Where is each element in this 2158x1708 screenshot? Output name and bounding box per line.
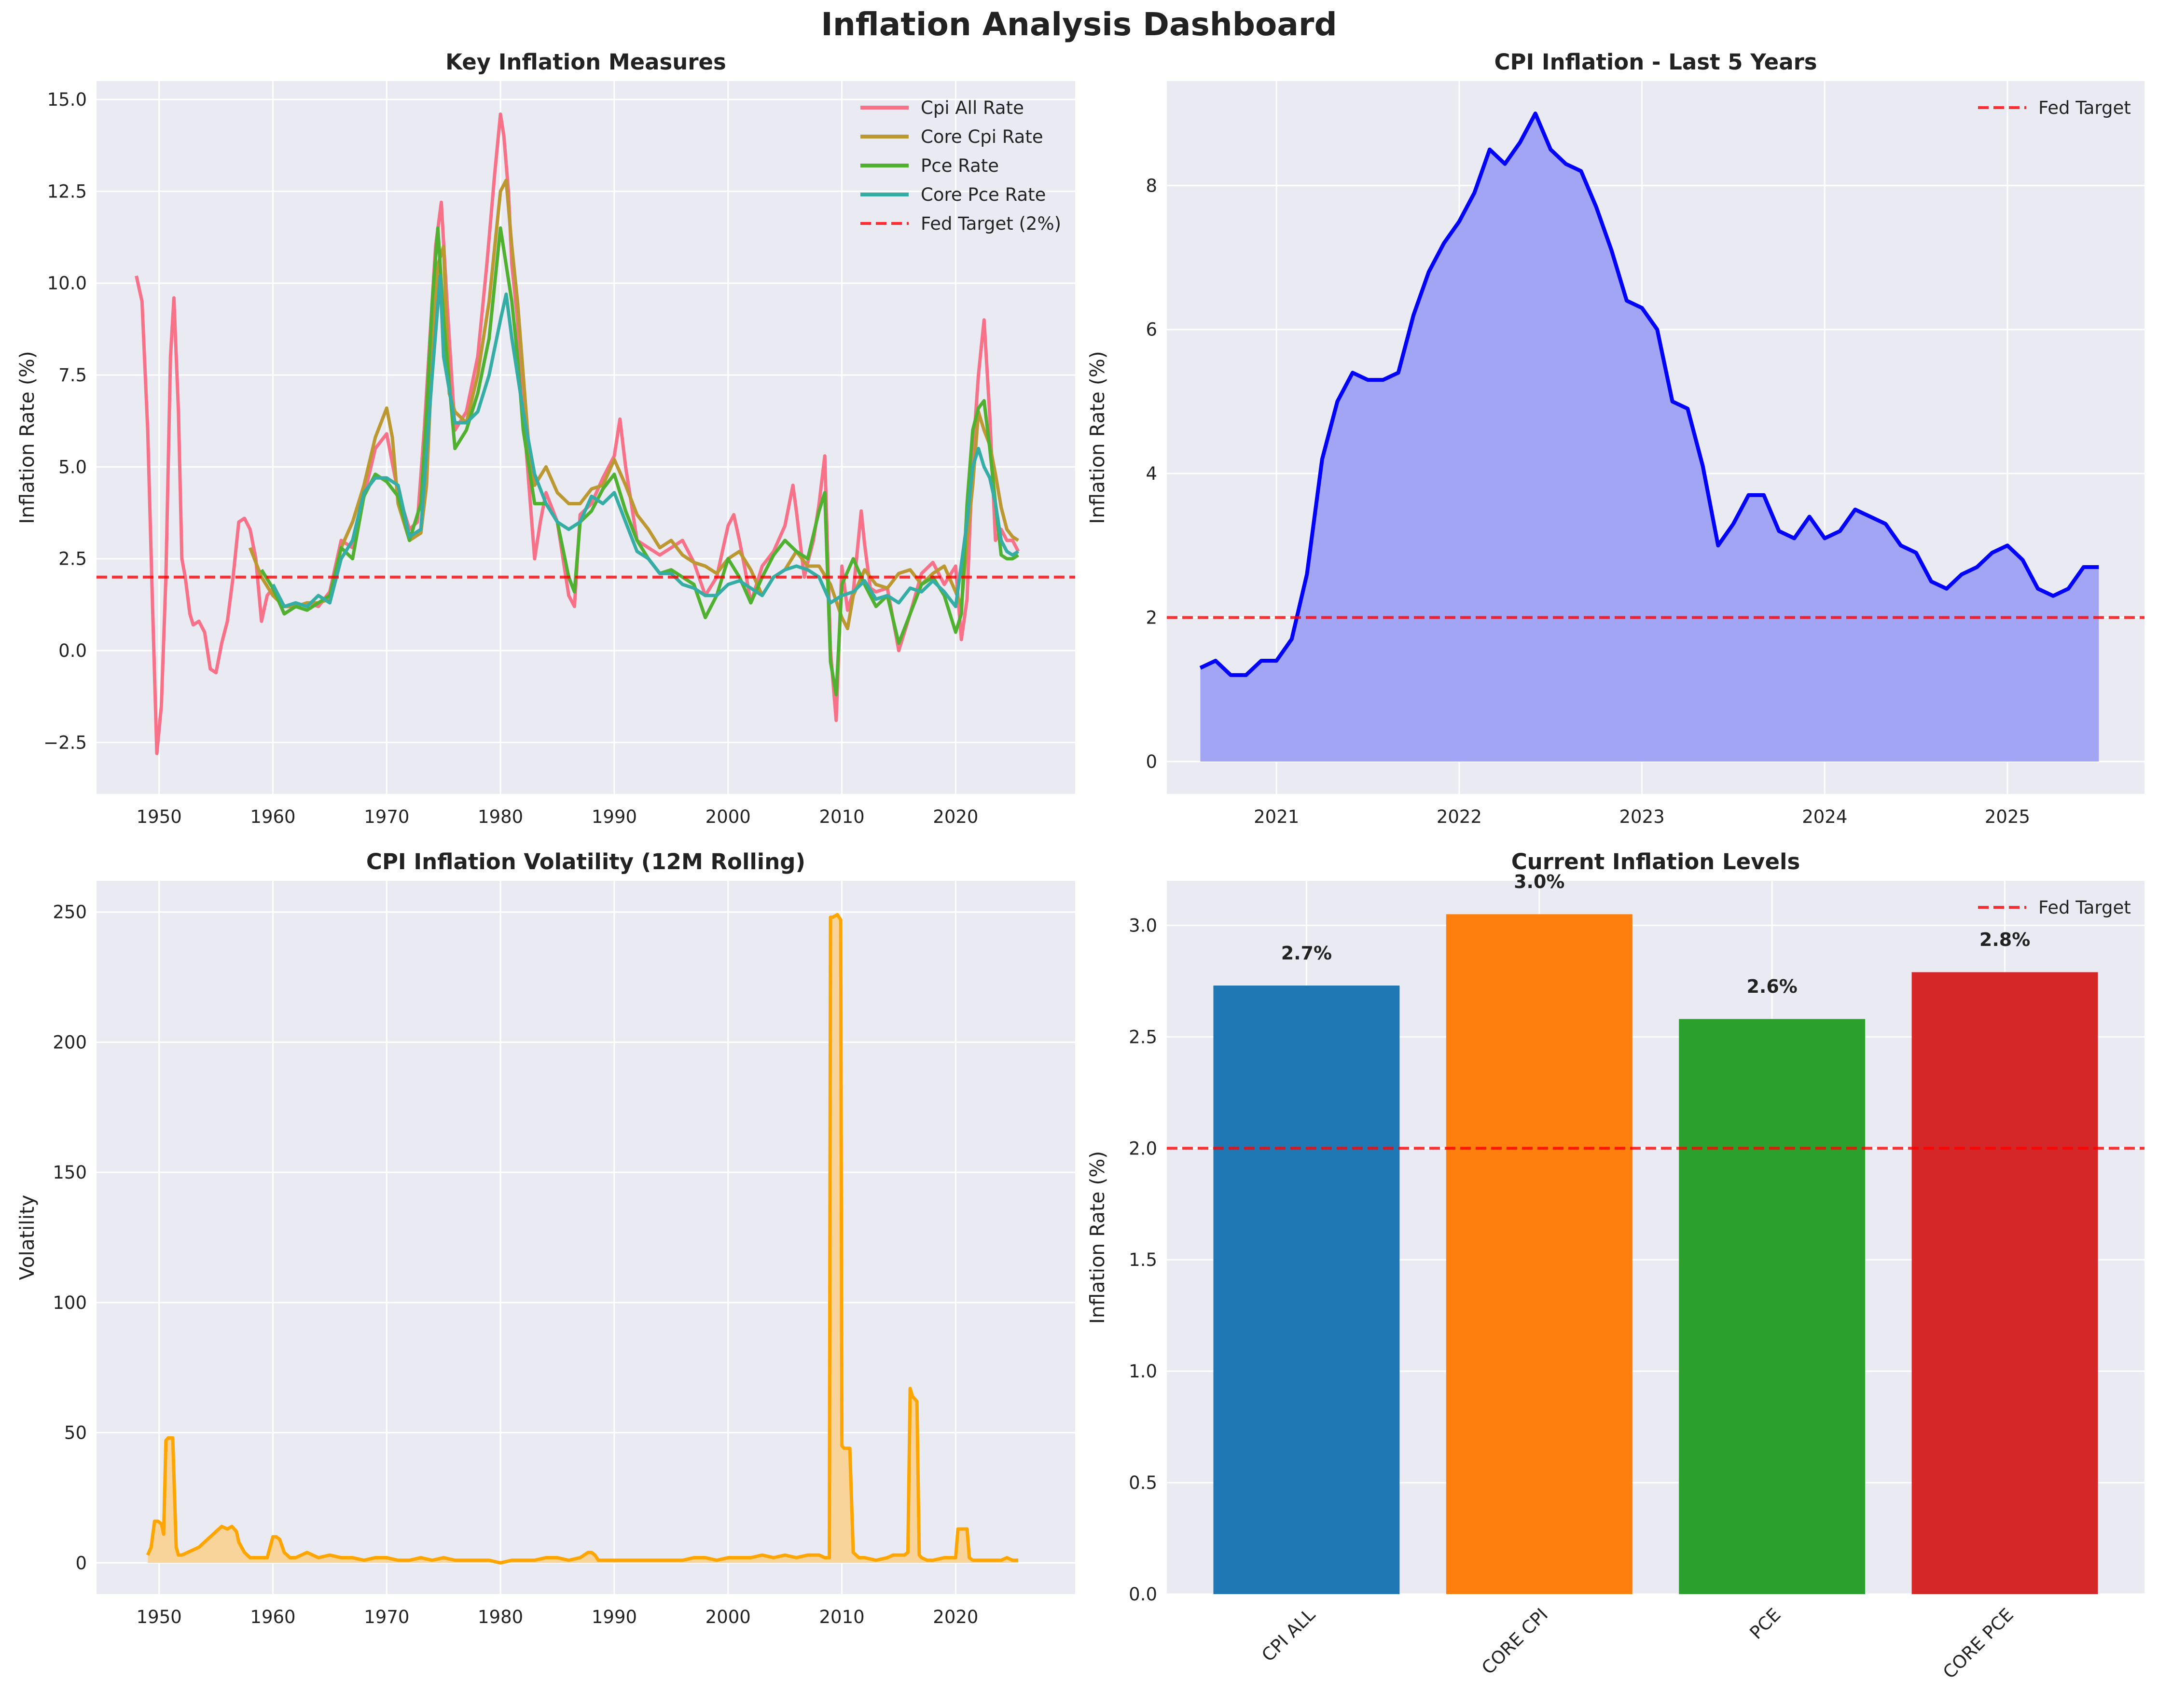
x-tick-label: 1970 <box>364 1607 409 1627</box>
x-tick-label: 1960 <box>250 1607 295 1627</box>
y-tick-label: 10.0 <box>47 273 87 294</box>
panel-4: Current Inflation Levels Inflation Rate (… <box>1086 849 2144 1683</box>
y-tick-label: 2.5 <box>58 549 87 569</box>
y-tick-label: 3.0 <box>1129 915 1157 936</box>
y-tick-label: 15.0 <box>47 89 87 110</box>
x-tick-label: 2010 <box>819 806 864 827</box>
legend-label: Fed Target <box>2038 897 2131 918</box>
x-tick-label: 1990 <box>592 806 637 827</box>
cpi-all-rate-line <box>135 112 1020 755</box>
legend-label: Cpi All Rate <box>921 97 1024 118</box>
legend-label: Fed Target <box>2038 97 2131 118</box>
x-tick-label: PCE <box>1746 1604 1785 1643</box>
y-tick-label: 12.5 <box>47 181 87 202</box>
x-tick-label: 2021 <box>1254 806 1299 827</box>
y-tick-label: 2.0 <box>1129 1138 1157 1159</box>
plot-area <box>97 881 1075 1594</box>
legend-entry: Pce Rate <box>860 155 999 176</box>
x-tick-label: 2023 <box>1619 806 1665 827</box>
x-tick-label: 1990 <box>592 1607 637 1627</box>
y-axis-label: Volatility <box>15 1194 39 1280</box>
y-tick-label: 1.0 <box>1129 1361 1157 1382</box>
panel-2: CPI Inflation - Last 5 Years Inflation Ra… <box>1086 49 2144 827</box>
plot-area <box>97 81 1075 794</box>
y-tick-label: 150 <box>53 1162 87 1183</box>
y-axis-label: Inflation Rate (%) <box>1086 351 1109 524</box>
y-tick-label: −2.5 <box>43 732 87 753</box>
x-tick-label: 2024 <box>1802 806 1847 827</box>
x-tick-label: 2025 <box>1985 806 2030 827</box>
x-tick-label: 2010 <box>819 1607 864 1627</box>
x-tick-label: 1950 <box>137 806 182 827</box>
y-tick-label: 2 <box>1146 607 1157 628</box>
panel-title: CPI Inflation - Last 5 Years <box>1494 49 1817 75</box>
legend-label: Core Cpi Rate <box>921 126 1043 147</box>
y-tick-label: 7.5 <box>58 365 87 386</box>
y-tick-label: 100 <box>53 1292 87 1313</box>
legend-entry: Core Pce Rate <box>860 184 1046 205</box>
y-tick-label: 250 <box>53 902 87 923</box>
bar-cpi-all <box>1213 986 1400 1594</box>
x-tick-label: 2020 <box>933 1607 978 1627</box>
x-tick-label: 1980 <box>478 1607 523 1627</box>
volatility-line <box>146 913 1019 1565</box>
x-tick-label: 1950 <box>137 1607 182 1627</box>
y-tick-label: 0.0 <box>58 640 87 661</box>
y-tick-label: 0 <box>1146 751 1157 772</box>
x-tick-label: CPI ALL <box>1258 1604 1319 1666</box>
y-tick-label: 50 <box>64 1423 87 1444</box>
core-pce-rate-line <box>271 274 1019 609</box>
y-tick-label: 0.0 <box>1129 1584 1157 1605</box>
y-tick-label: 1.5 <box>1129 1250 1157 1270</box>
y-tick-label: 6 <box>1146 319 1157 340</box>
legend-label: Fed Target (2%) <box>921 213 1061 234</box>
y-tick-label: 8 <box>1146 175 1157 196</box>
panel-title: CPI Inflation Volatility (12M Rolling) <box>366 849 805 875</box>
y-tick-label: 2.5 <box>1129 1027 1157 1047</box>
y-tick-label: 0.5 <box>1129 1472 1157 1493</box>
x-tick-label: 1960 <box>250 806 295 827</box>
x-tick-label: CORE CPI <box>1478 1604 1552 1679</box>
bar-pce <box>1679 1019 1866 1594</box>
panel-title: Current Inflation Levels <box>1511 849 1800 875</box>
legend-entry: Core Cpi Rate <box>860 126 1043 147</box>
y-tick-label: 5.0 <box>58 457 87 477</box>
y-tick-label: 200 <box>53 1032 87 1053</box>
bar-value-label: 3.0% <box>1514 871 1564 892</box>
dashboard-title: Inflation Analysis Dashboard <box>821 6 1337 43</box>
y-tick-label: 4 <box>1146 463 1157 484</box>
legend-entry: Fed Target (2%) <box>860 213 1061 234</box>
panel-title: Key Inflation Measures <box>445 49 726 75</box>
legend-entry: Cpi All Rate <box>860 97 1024 118</box>
cpi-area-fill <box>1200 113 2099 762</box>
legend-entry: Fed Target <box>1978 897 2131 918</box>
x-tick-label: 2000 <box>706 806 751 827</box>
bar-value-label: 2.6% <box>1746 976 1797 997</box>
y-axis-label: Inflation Rate (%) <box>15 351 39 524</box>
panel-3: CPI Inflation Volatility (12M Rolling) Vo… <box>15 849 1075 1627</box>
x-tick-label: CORE PCE <box>1939 1604 2018 1683</box>
bar-core-cpi <box>1446 914 1632 1594</box>
bar-value-label: 2.7% <box>1281 943 1332 964</box>
cpi-line <box>1199 111 2099 677</box>
legend-entry: Fed Target <box>1978 97 2131 118</box>
x-tick-label: 2020 <box>933 806 978 827</box>
y-tick-label: 0 <box>75 1553 87 1573</box>
legend-label: Pce Rate <box>921 155 999 176</box>
legend-label: Core Pce Rate <box>921 184 1046 205</box>
x-tick-label: 2022 <box>1437 806 1482 827</box>
bar-core-pce <box>1911 972 2098 1594</box>
bar-value-label: 2.8% <box>1979 929 2030 950</box>
x-tick-label: 1970 <box>364 806 409 827</box>
panel-1: Key Inflation Measures Inflation Rate (%)… <box>15 49 1075 827</box>
y-axis-label: Inflation Rate (%) <box>1086 1151 1109 1324</box>
x-tick-label: 2000 <box>706 1607 751 1627</box>
x-tick-label: 1980 <box>478 806 523 827</box>
